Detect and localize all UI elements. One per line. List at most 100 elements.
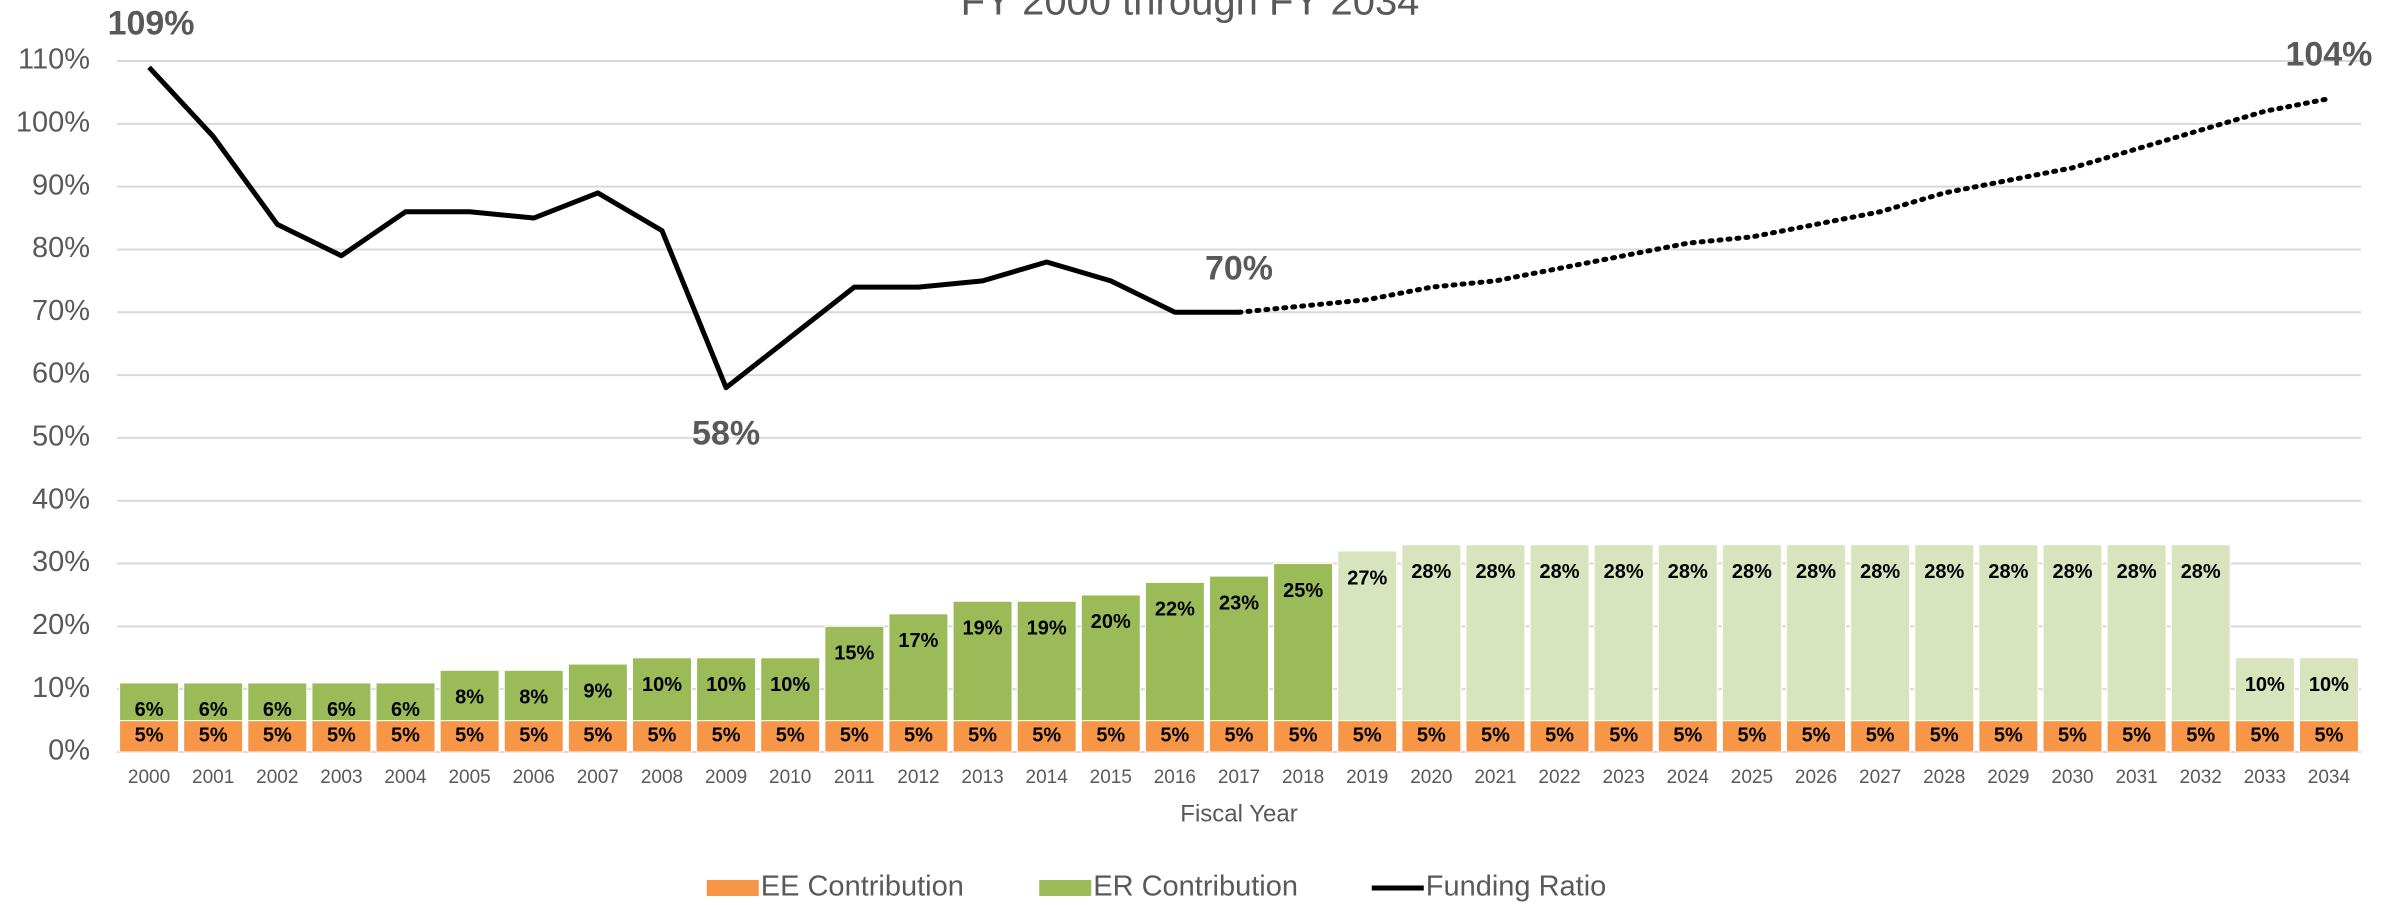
bar-segment <box>2106 720 2167 753</box>
bar-segment <box>375 682 436 722</box>
bar-value-label: 5% <box>263 725 292 747</box>
x-tick-label: 2032 <box>2180 767 2222 788</box>
bar-segment <box>1465 544 1526 722</box>
bar-value-label: 15% <box>834 643 874 665</box>
bar-value-label: 5% <box>840 725 869 747</box>
bar-segment <box>1850 720 1911 753</box>
x-tick-label: 2029 <box>1987 767 2029 788</box>
bar-value-label: 5% <box>968 725 997 747</box>
x-tick-label: 2025 <box>1731 767 1773 788</box>
bar-segment <box>119 682 180 722</box>
x-tick-label: 2014 <box>1026 767 1069 788</box>
bar-value-label: 5% <box>1609 725 1638 747</box>
bar-value-label: 5% <box>135 725 164 747</box>
x-tick-label: 2028 <box>1923 767 1965 788</box>
y-tick-label: 30% <box>32 546 90 578</box>
bar-value-label: 5% <box>455 725 484 747</box>
bar-segment <box>1080 594 1141 722</box>
bar-value-label: 5% <box>776 725 805 747</box>
bar-value-label: 28% <box>1732 561 1772 583</box>
bar-value-label: 17% <box>898 630 938 652</box>
x-tick-label: 2031 <box>2115 767 2157 788</box>
bar-segment <box>631 657 692 722</box>
bar-segment <box>567 720 628 753</box>
line-value-label: 109% <box>108 4 195 42</box>
bar-segment <box>1016 720 1077 753</box>
bar-segment <box>119 720 180 753</box>
bar-value-label: 28% <box>2181 561 2221 583</box>
bar-value-label: 6% <box>199 699 228 721</box>
x-tick-label: 2021 <box>1474 767 1516 788</box>
bar-segment <box>1914 720 1975 753</box>
bar-value-label: 9% <box>583 680 612 702</box>
bar-segment <box>503 669 564 722</box>
bar-segment <box>952 600 1013 722</box>
bar-segment <box>1209 720 1269 753</box>
x-tick-label: 2022 <box>1538 767 1580 788</box>
bar-value-label: 5% <box>1930 725 1959 747</box>
bar-segment <box>1978 544 2039 722</box>
legend-swatch <box>1039 880 1092 896</box>
legend-label: Funding Ratio <box>1426 871 1607 903</box>
bar-segment <box>1465 720 1526 753</box>
y-tick-label: 60% <box>32 358 90 390</box>
x-tick-label: 2033 <box>2244 767 2286 788</box>
bar-value-label: 5% <box>2122 725 2151 747</box>
bar-value-label: 28% <box>1924 561 1964 583</box>
bar-value-label: 5% <box>1353 725 1382 747</box>
x-tick-label: 2027 <box>1859 767 1901 788</box>
bar-segment <box>1529 544 1590 722</box>
bar-value-label: 22% <box>1155 599 1195 621</box>
x-tick-label: 2004 <box>384 767 427 788</box>
bar-segment <box>1273 720 1334 753</box>
bar-value-label: 6% <box>327 699 356 721</box>
bar-value-label: 5% <box>1866 725 1895 747</box>
y-tick-label: 110% <box>18 44 90 76</box>
bar-value-label: 6% <box>135 699 164 721</box>
x-axis-title: Fiscal Year <box>1180 800 1297 827</box>
bar-segment <box>1721 720 1782 753</box>
bar-segment <box>1657 720 1718 753</box>
y-tick-label: 20% <box>32 609 90 641</box>
bar-segment <box>1593 720 1654 753</box>
funding-ratio-line <box>1236 96 2332 315</box>
bar-segment <box>824 720 885 753</box>
bar-segment <box>696 720 757 753</box>
bar-value-label: 5% <box>1994 725 2023 747</box>
bar-value-label: 10% <box>2309 674 2349 696</box>
bar-value-label: 5% <box>1096 725 1125 747</box>
bar-value-label: 6% <box>263 699 292 721</box>
bar-segment <box>1337 550 1398 722</box>
bar-value-label: 5% <box>1417 725 1446 747</box>
bar-value-label: 5% <box>1481 725 1510 747</box>
x-tick-label: 2000 <box>128 767 170 788</box>
bar-segment <box>1529 720 1590 753</box>
bar-value-label: 5% <box>1737 725 1766 747</box>
bar-segment <box>1144 581 1205 722</box>
bar-segment <box>1401 544 1462 722</box>
bar-value-label: 10% <box>642 674 682 696</box>
bar-segment <box>1080 720 1141 753</box>
legend-swatch <box>706 880 759 896</box>
x-tick-label: 2019 <box>1346 767 1388 788</box>
y-tick-label: 80% <box>32 232 90 264</box>
line-value-label: 70% <box>1205 249 1273 287</box>
bar-value-label: 5% <box>2058 725 2087 747</box>
bar-segment <box>1016 600 1077 722</box>
bar-segment <box>1209 575 1269 722</box>
bar-value-label: 28% <box>1668 561 1708 583</box>
x-tick-label: 2030 <box>2051 767 2093 788</box>
x-tick-label: 2003 <box>320 767 362 788</box>
bar-value-label: 20% <box>1091 611 1131 633</box>
x-tick-label: 2001 <box>192 767 234 788</box>
bar-segment <box>1721 544 1782 722</box>
bar-segment <box>1786 544 1847 722</box>
bar-segment <box>760 720 821 753</box>
bar-segment <box>247 720 308 753</box>
bar-value-label: 28% <box>1540 561 1580 583</box>
x-tick-label: 2023 <box>1603 767 1645 788</box>
bar-segment <box>311 720 372 753</box>
bar-segment <box>888 720 949 753</box>
bar-segment <box>824 625 885 722</box>
